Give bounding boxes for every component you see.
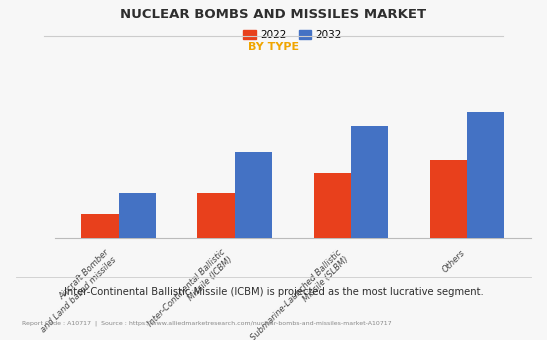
Bar xyxy=(82,214,119,238)
Bar xyxy=(119,193,156,238)
Text: Report Code : A10717  |  Source : https://www.alliedmarketresearch.com/nuclear-b: Report Code : A10717 | Source : https://… xyxy=(22,321,392,326)
Bar xyxy=(429,160,467,238)
Text: Inter-Continental Ballistic Missile (ICBM) is projected as the most lucrative se: Inter-Continental Ballistic Missile (ICB… xyxy=(63,287,484,297)
Bar xyxy=(235,152,272,238)
Text: NUCLEAR BOMBS AND MISSILES MARKET: NUCLEAR BOMBS AND MISSILES MARKET xyxy=(120,8,427,21)
Bar xyxy=(467,112,504,238)
Bar xyxy=(313,173,351,238)
Text: BY TYPE: BY TYPE xyxy=(248,42,299,52)
Bar xyxy=(197,193,235,238)
Legend: 2022, 2032: 2022, 2032 xyxy=(239,26,346,45)
Bar xyxy=(351,126,388,238)
